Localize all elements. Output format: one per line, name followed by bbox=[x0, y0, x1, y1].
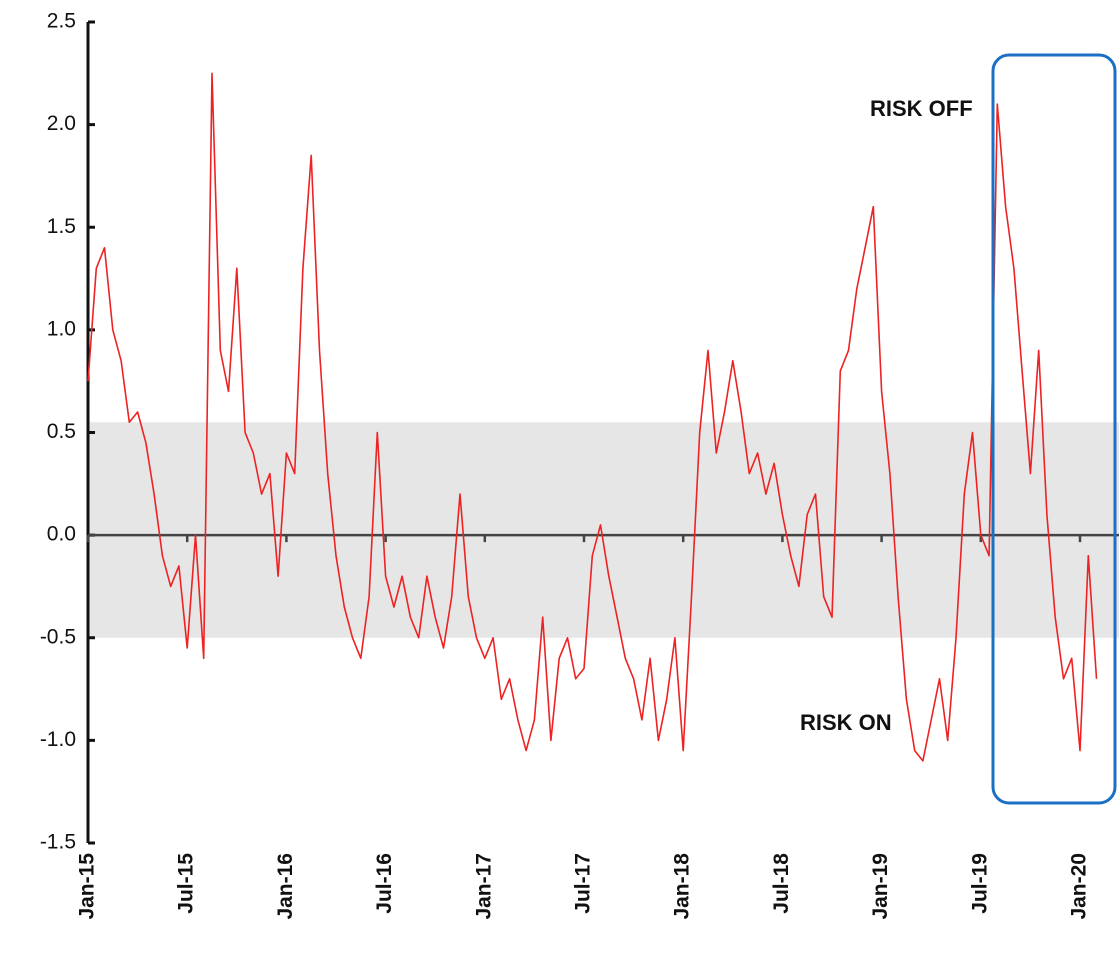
annotation: RISK ON bbox=[800, 710, 892, 735]
series-line bbox=[87, 72, 1098, 762]
x-tick-label: Jan-18 bbox=[671, 853, 694, 920]
y-tick-label: 2.5 bbox=[47, 10, 76, 33]
y-tick-label: -0.5 bbox=[40, 625, 76, 648]
y-tick-label: 2.0 bbox=[47, 112, 76, 135]
y-tick-label: 0.5 bbox=[47, 420, 76, 443]
x-tick-label: Jan-15 bbox=[76, 853, 99, 920]
neutral-band bbox=[88, 422, 1119, 638]
y-tick-label: 1.0 bbox=[47, 317, 76, 340]
x-tick-label: Jul-16 bbox=[373, 853, 396, 914]
y-tick-label: 1.5 bbox=[47, 215, 76, 238]
y-tick-label: 0.0 bbox=[47, 523, 76, 546]
data-layer bbox=[87, 72, 1098, 762]
highlight-box bbox=[991, 53, 1117, 805]
background-layer: -1.5 -1.0 -0.5 0.0 0.5 1.0 1.5 2.0 2.5 Jan-15 Jul-… bbox=[40, 10, 1119, 920]
y-tick-label: -1.5 bbox=[40, 831, 76, 854]
x-tick-label: Jul-18 bbox=[770, 853, 793, 914]
x-tick-label: Jan-16 bbox=[274, 853, 297, 920]
x-tick-label: Jul-19 bbox=[968, 853, 991, 914]
x-tick-label: Jan-19 bbox=[869, 853, 892, 920]
x-tick-label: Jul-17 bbox=[572, 853, 595, 914]
y-tick-label: -1.0 bbox=[40, 728, 76, 751]
x-tick-label: Jul-15 bbox=[175, 853, 198, 914]
annotation: RISK OFF bbox=[870, 96, 973, 121]
x-tick-label: Jan-20 bbox=[1068, 853, 1091, 920]
x-tick-label: Jan-17 bbox=[472, 853, 495, 920]
